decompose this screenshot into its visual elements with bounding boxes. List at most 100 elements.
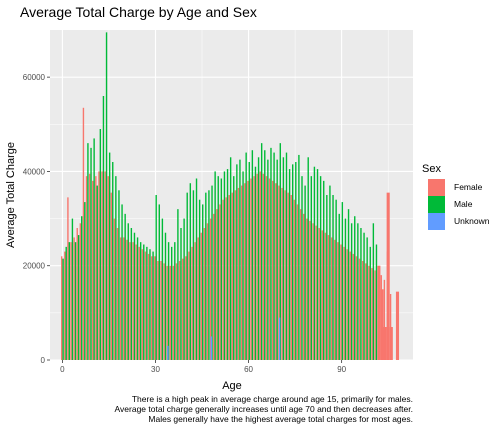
bar-male [236,164,238,360]
bar-male [335,199,337,360]
bar-female [358,258,361,360]
bar-female [284,190,286,360]
bar-female [231,192,234,360]
bar-female [299,209,302,360]
bar-female [175,263,178,360]
bar-male [304,185,306,360]
caption-line-2: Average total charge generally increases… [115,404,413,414]
bar-female [163,263,165,360]
bar-female [321,230,324,360]
bar-female [265,176,268,360]
bar-female [98,171,100,360]
bar-female [318,228,320,360]
bar-male [183,218,185,360]
bar-female [278,185,280,360]
bar-male [313,166,316,360]
plot-panel [50,30,413,360]
bar-female [107,176,109,360]
bar-male [239,159,241,360]
bar-female [371,268,373,360]
bar-female [135,244,137,360]
legend-label-unknown: Unknown [454,216,490,226]
caption-line-3: Males generally have the highest average… [148,414,413,424]
bar-male [292,164,294,360]
bar-female [386,192,390,360]
bar-male [105,32,108,360]
bar-male [87,143,89,360]
bar-female [337,242,339,360]
bar-male [226,169,229,360]
bar-male [96,185,98,360]
bar-female [343,246,345,360]
bar-male [307,157,309,360]
bar-female [380,289,384,360]
bar-male [65,246,67,360]
legend-label-female: Female [454,182,483,192]
bar-male [211,185,213,360]
bar-male [347,209,350,360]
bar-male [323,180,325,360]
bar-male [357,223,359,360]
bar-female [213,213,215,360]
bar-female [271,180,274,360]
bar-male [149,249,151,360]
bar-female [383,279,386,360]
bar-male [329,185,331,360]
bar-male [102,96,105,360]
bar-female [209,218,212,360]
bar-female [182,258,184,360]
bar-female [92,180,94,360]
bar-female [303,213,305,360]
bar-female [188,251,190,360]
bar-female [82,107,85,361]
bar-female [206,223,209,360]
bar-female [234,190,237,360]
bar-female [178,261,181,360]
bar-male [124,213,126,360]
bar-female [290,195,292,360]
bar-male [93,138,95,360]
bar-male [270,147,272,360]
bar-male [341,202,344,360]
bar-female [389,327,393,360]
bar-male [257,157,260,360]
bar-female [88,173,91,360]
bar-female [383,327,387,360]
bar-female [101,171,103,360]
bar-female [191,246,193,360]
bar-female [330,237,333,360]
bar-male [192,190,195,360]
bar-male [208,190,210,360]
bar-female [287,192,289,360]
bar-female [250,178,252,360]
bar-female [132,242,134,360]
bar-male [217,176,219,360]
bar-female [377,265,381,360]
bar-male [81,216,83,360]
bar-male [164,232,167,360]
bar-male [133,232,136,360]
x-tick-label: 30 [151,365,160,374]
bar-male [198,199,201,360]
bar-male [152,251,154,360]
bar-male [279,143,281,360]
bar-male [264,150,266,360]
bar-male [71,218,74,360]
bar-male [112,162,114,360]
bar-female [194,242,196,360]
bar-female [138,246,140,360]
bar-male [155,195,157,360]
bar-male [139,242,142,360]
bar-male [189,183,192,360]
bar-male [202,204,204,360]
bar-female [76,228,78,360]
bar-female [349,251,351,360]
caption: There is a high peak in average charge a… [115,394,413,424]
bar-male [229,157,232,360]
bar-male [360,228,362,360]
bar-male [295,162,297,360]
bar-male [251,150,254,360]
caption-line-1: There is a high peak in average charge a… [132,394,413,404]
legend-swatch-male [428,196,445,213]
